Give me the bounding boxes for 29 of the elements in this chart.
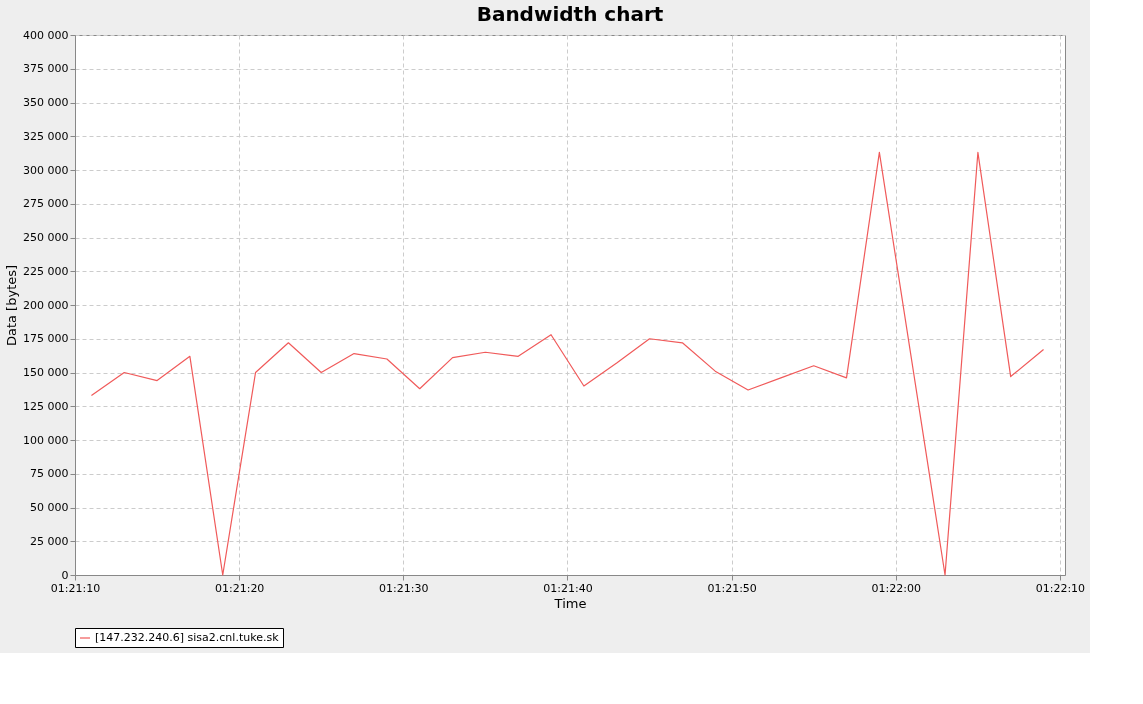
y-tick-label: 75 000 [30, 467, 69, 481]
y-tick-label: 400 000 [23, 28, 69, 42]
y-tick-label: 225 000 [23, 264, 69, 278]
y-tick-label: 175 000 [23, 332, 69, 346]
x-tick-label: 01:22:00 [871, 581, 922, 595]
y-tick-label: 350 000 [23, 96, 69, 109]
x-tick-label: 01:21:40 [543, 581, 593, 595]
y-tick-label: 375 000 [23, 62, 69, 76]
chart-title: Bandwidth chart [476, 2, 664, 26]
legend-label: [147.232.240.6] sisa2.cnl.tuke.sk [95, 631, 280, 644]
y-tick-label: 200 000 [23, 298, 69, 312]
y-tick-label: 125 000 [23, 399, 69, 413]
x-tick-label: 01:22:10 [1035, 581, 1086, 595]
y-tick-label: 150 000 [23, 366, 69, 379]
y-tick-label: 275 000 [23, 197, 69, 211]
y-tick-label: 325 000 [23, 129, 69, 143]
y-tick-label: 50 000 [30, 501, 69, 514]
y-tick-label: 0 [61, 568, 69, 582]
line-series [90, 151, 1045, 576]
y-tick-label: 25 000 [30, 534, 69, 548]
x-tick-label: 01:21:10 [50, 581, 101, 595]
y-tick-label: 250 000 [23, 231, 69, 244]
y-tick-label: 300 000 [23, 163, 69, 177]
y-tick-label: 100 000 [23, 433, 69, 447]
x-tick-label: 01:21:50 [707, 581, 757, 595]
y-axis-title: Data [bytes] [4, 264, 20, 347]
x-tick-label: 01:21:30 [379, 581, 429, 595]
x-axis-title: Time [553, 595, 587, 611]
x-tick-label: 01:21:20 [214, 581, 265, 595]
